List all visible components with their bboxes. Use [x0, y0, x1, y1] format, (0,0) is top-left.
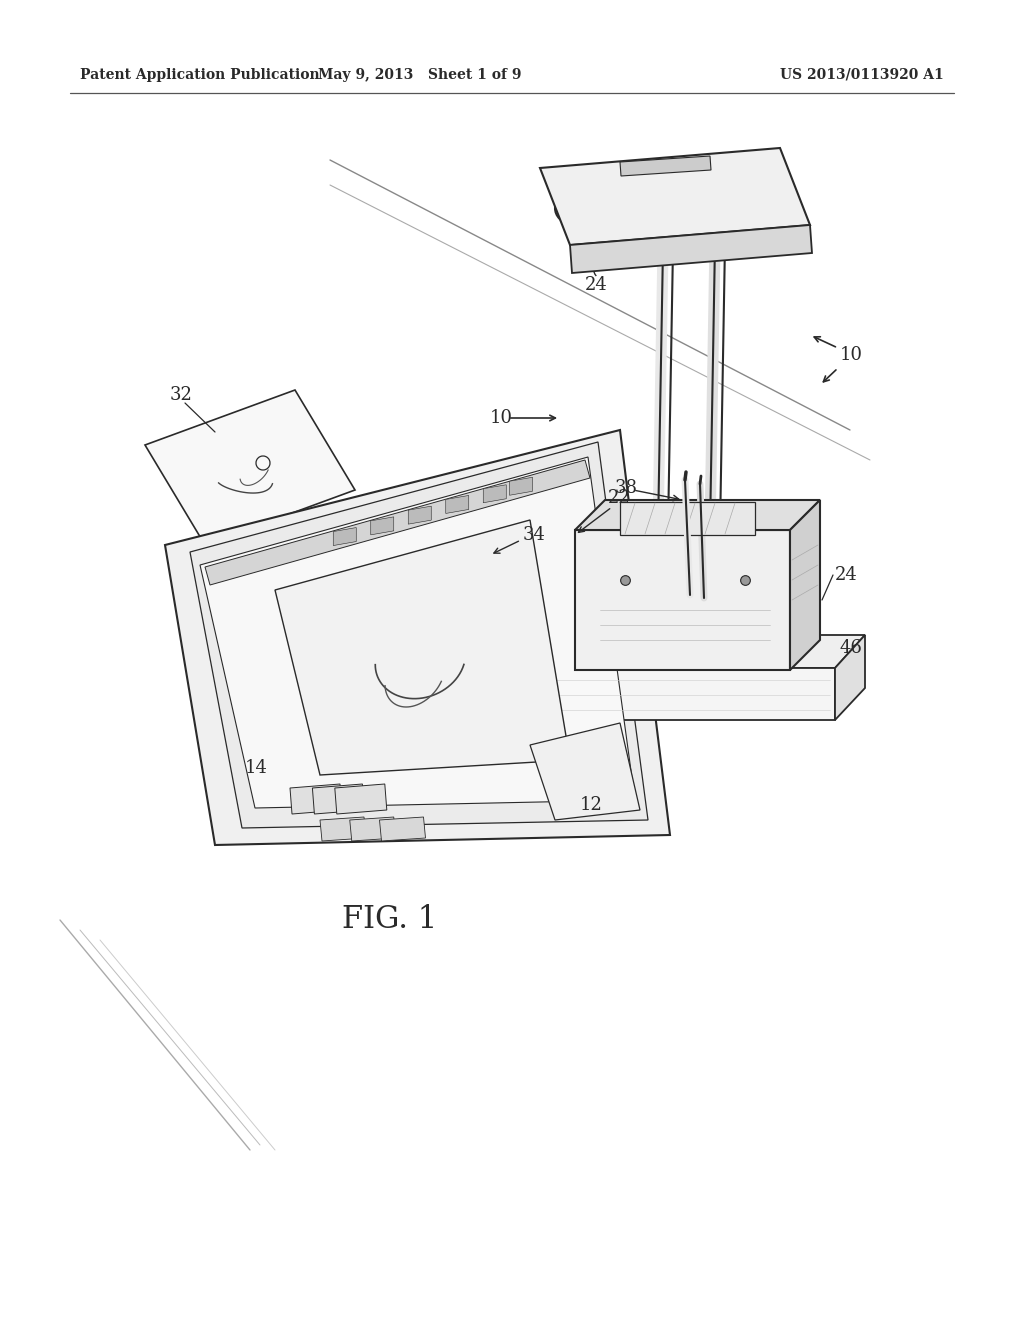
Polygon shape	[333, 528, 356, 545]
Polygon shape	[483, 484, 506, 503]
Polygon shape	[190, 442, 648, 828]
Polygon shape	[371, 517, 394, 535]
Polygon shape	[530, 723, 640, 820]
Polygon shape	[620, 502, 755, 535]
Polygon shape	[165, 430, 670, 845]
Text: 32: 32	[170, 385, 193, 404]
Text: 10: 10	[490, 409, 513, 426]
Text: Patent Application Publication: Patent Application Publication	[80, 69, 319, 82]
Text: 38: 38	[615, 479, 638, 498]
Polygon shape	[620, 156, 711, 176]
Polygon shape	[275, 520, 570, 775]
Polygon shape	[445, 495, 469, 513]
Polygon shape	[540, 148, 810, 246]
Polygon shape	[145, 389, 355, 545]
Text: 46: 46	[840, 639, 863, 657]
Text: 10: 10	[840, 346, 863, 364]
Polygon shape	[319, 817, 366, 841]
Polygon shape	[312, 784, 365, 814]
Text: US 2013/0113920 A1: US 2013/0113920 A1	[780, 69, 944, 82]
Polygon shape	[200, 457, 635, 808]
Polygon shape	[335, 784, 387, 814]
Text: FIG. 1: FIG. 1	[342, 904, 437, 936]
Text: 34: 34	[523, 525, 546, 544]
Polygon shape	[790, 500, 820, 671]
Polygon shape	[409, 506, 431, 524]
Text: May 9, 2013   Sheet 1 of 9: May 9, 2013 Sheet 1 of 9	[318, 69, 522, 82]
Polygon shape	[570, 224, 812, 273]
Polygon shape	[575, 531, 790, 671]
Text: 14: 14	[245, 759, 268, 777]
Text: 24: 24	[835, 566, 858, 583]
Polygon shape	[540, 668, 835, 719]
Polygon shape	[290, 784, 342, 814]
Polygon shape	[350, 817, 395, 841]
Text: 24: 24	[585, 276, 608, 294]
Polygon shape	[205, 459, 590, 585]
Polygon shape	[835, 635, 865, 719]
Polygon shape	[540, 635, 865, 668]
Polygon shape	[575, 500, 820, 531]
Text: 12: 12	[580, 796, 603, 814]
Polygon shape	[380, 817, 426, 841]
Text: 22: 22	[608, 488, 631, 507]
Polygon shape	[510, 478, 532, 495]
